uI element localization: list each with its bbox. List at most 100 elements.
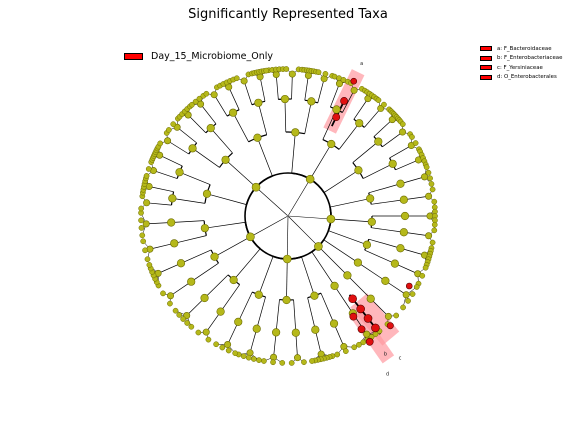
taxon-node <box>252 324 261 333</box>
class-legend-label: Day_15_Microbiome_Only <box>151 51 274 62</box>
taxon-node <box>425 232 433 240</box>
leaf-node <box>422 264 429 271</box>
branch-line <box>190 262 219 282</box>
taxa-legend-item: b: F_Enterobacteriaceae <box>480 54 562 64</box>
taxon-node <box>355 119 364 128</box>
taxon-node <box>280 94 290 104</box>
branch-line <box>368 183 401 194</box>
leaf-node <box>301 359 307 365</box>
branch-line <box>286 258 288 300</box>
branch-line <box>342 90 355 113</box>
leaf-node <box>240 353 247 360</box>
taxon-node <box>254 98 263 107</box>
taxon-node <box>167 292 175 300</box>
branch-line <box>192 148 220 168</box>
taxa-legend-swatch <box>480 46 492 52</box>
leaf-node <box>138 217 144 224</box>
branch-line <box>153 170 178 179</box>
leaf-node <box>360 339 367 346</box>
branch-line <box>286 215 289 259</box>
taxon-node <box>288 70 296 78</box>
taxa-legend-item: d: O_Enterobacterales <box>480 73 562 83</box>
leaf-node <box>334 351 341 358</box>
branch-line <box>403 231 429 237</box>
taxon-node <box>210 91 218 99</box>
figure-title: Significantly Represented Taxa <box>188 7 388 22</box>
branch-line <box>157 262 182 274</box>
taxon-node <box>293 354 301 362</box>
leaf-node <box>409 291 416 297</box>
branch-line <box>389 145 412 159</box>
taxon-node <box>188 144 197 153</box>
clade-labels: a b c d <box>360 61 402 377</box>
branch-line <box>275 299 280 333</box>
leaf-node <box>189 101 195 108</box>
leaf-node <box>431 227 438 234</box>
leaf-node <box>142 247 148 254</box>
taxon-node <box>388 159 397 168</box>
taxon-node <box>210 252 219 261</box>
taxon-node <box>142 220 150 228</box>
leaf-node <box>180 316 187 322</box>
branch-line <box>394 263 418 275</box>
taxon-node <box>176 259 186 268</box>
taxon-node <box>366 194 375 203</box>
highlighted-node <box>350 77 358 85</box>
taxon-node <box>396 244 405 253</box>
branch-line <box>357 262 386 282</box>
branch-line <box>371 199 404 205</box>
branch-line <box>364 249 396 264</box>
branch-line <box>205 311 221 333</box>
leaf-node <box>196 95 203 102</box>
branch-line <box>243 80 253 105</box>
leaf-node <box>146 262 153 268</box>
branch-line <box>146 222 172 225</box>
taxon-node <box>332 105 341 114</box>
branch-line <box>206 193 247 205</box>
taxa-legend-label: d: O_Enterobacterales <box>497 74 557 81</box>
taxon-node <box>353 258 363 267</box>
leaf-node <box>288 360 295 366</box>
taxon-node <box>168 194 177 203</box>
branch-line <box>334 285 354 314</box>
taxon-node <box>216 307 225 316</box>
taxon-node <box>291 328 300 337</box>
branch-line <box>214 236 251 258</box>
leaf-node <box>261 358 267 364</box>
taxa-legend-item: c: F_Yersiniaceae <box>480 63 562 73</box>
highlighted-node <box>371 323 380 333</box>
taxon-node <box>240 77 248 85</box>
leaf-node <box>356 341 362 348</box>
taxon-node <box>343 271 352 280</box>
branch-line <box>304 75 309 101</box>
branch-line <box>363 163 393 179</box>
highlighted-node <box>348 294 357 304</box>
class-legend: Day_15_Microbiome_Only <box>124 51 273 62</box>
branch-line <box>403 195 429 201</box>
leaf-node <box>431 198 438 205</box>
branch-line <box>291 74 293 100</box>
leaf-node <box>172 307 179 314</box>
branch-line <box>284 99 287 133</box>
branch-line <box>225 159 257 188</box>
taxon-node <box>282 295 291 305</box>
taxon-node <box>307 97 316 106</box>
leaf-node <box>393 312 400 319</box>
leaf-node <box>263 67 270 74</box>
leaf-node <box>431 221 438 228</box>
clade-label: d <box>386 371 389 377</box>
leaf-node <box>195 329 202 336</box>
leaf-node <box>381 101 387 108</box>
branch-line <box>301 256 315 296</box>
taxa-legend-label: b: F_Enterobacteriaceae <box>497 55 563 62</box>
branch-line <box>200 103 217 125</box>
branch-line <box>311 251 335 287</box>
branch-line <box>170 281 192 297</box>
leaf-node <box>315 69 322 76</box>
taxa-legend-swatch <box>480 55 492 61</box>
branch-line <box>331 100 345 127</box>
taxon-node <box>202 328 210 336</box>
taxon-node <box>330 281 339 291</box>
highlighted-node <box>405 282 413 290</box>
taxon-node <box>253 133 262 142</box>
